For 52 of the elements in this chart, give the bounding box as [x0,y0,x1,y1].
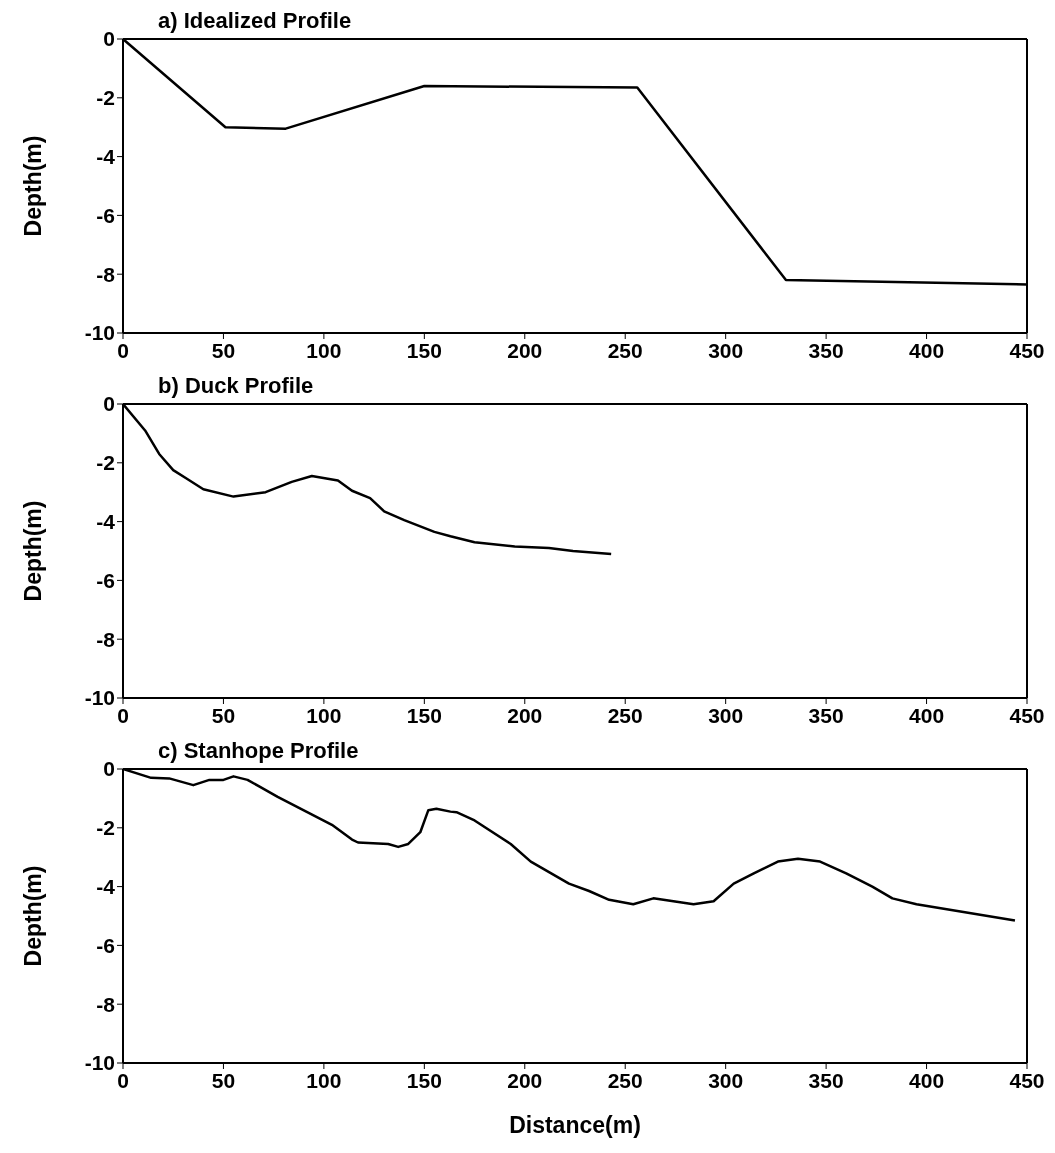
x-tick-label: 450 [1009,703,1045,727]
chart-title: c) Stanhope Profile [158,738,359,764]
x-tick-label: 450 [1009,1068,1045,1092]
y-axis-title: Depth(m) [20,135,47,237]
x-tick-label: 450 [1009,338,1045,362]
x-tick-label: 100 [306,703,342,727]
x-tick-label: 150 [406,338,442,362]
x-tick-label: 300 [708,1068,744,1092]
y-tick-label: -8 [96,992,116,1016]
x-tick-label: 300 [708,703,744,727]
y-tick-label: -4 [96,875,116,899]
y-tick-label: 0 [103,27,115,51]
x-tick-label: 400 [909,703,945,727]
y-tick-label: -4 [96,145,116,169]
chart-title: a) Idealized Profile [158,8,352,34]
y-tick-label: -2 [96,451,115,475]
y-tick-label: 0 [103,392,115,416]
y-tick-label: -8 [96,627,116,651]
y-tick-label: -6 [96,203,115,227]
x-tick-label: 100 [306,338,342,362]
x-tick-label: 400 [909,338,945,362]
x-tick-label: 100 [306,1068,342,1092]
x-tick-label: 50 [211,1068,236,1092]
x-tick-label: 250 [607,1068,643,1092]
y-tick-label: -10 [84,686,115,710]
x-tick-label: 50 [211,703,236,727]
x-tick-label: 150 [406,703,442,727]
y-tick-label: 0 [103,757,115,781]
x-tick-label: 350 [808,338,844,362]
y-axis-title: Depth(m) [20,865,47,967]
x-tick-label: 150 [406,1068,442,1092]
x-tick-label: 50 [211,338,236,362]
x-tick-label: 200 [507,1068,543,1092]
x-tick-label: 300 [708,338,744,362]
y-tick-label: -4 [96,510,116,534]
y-tick-label: -10 [84,1051,115,1075]
y-tick-label: -8 [96,262,116,286]
x-tick-label: 200 [507,703,543,727]
x-tick-label: 250 [607,703,643,727]
x-tick-label: 250 [607,338,643,362]
y-tick-label: -2 [96,86,115,110]
y-axis-title: Depth(m) [20,500,47,602]
y-tick-label: -10 [84,321,115,345]
x-tick-label: 400 [909,1068,945,1092]
y-tick-label: -6 [96,568,115,592]
y-tick-label: -2 [96,816,115,840]
chart-title: b) Duck Profile [158,373,314,399]
x-tick-label: 200 [507,338,543,362]
x-tick-label: 350 [808,703,844,727]
y-tick-label: -6 [96,933,115,957]
x-axis-title: Distance(m) [509,1112,641,1138]
x-tick-label: 350 [808,1068,844,1092]
